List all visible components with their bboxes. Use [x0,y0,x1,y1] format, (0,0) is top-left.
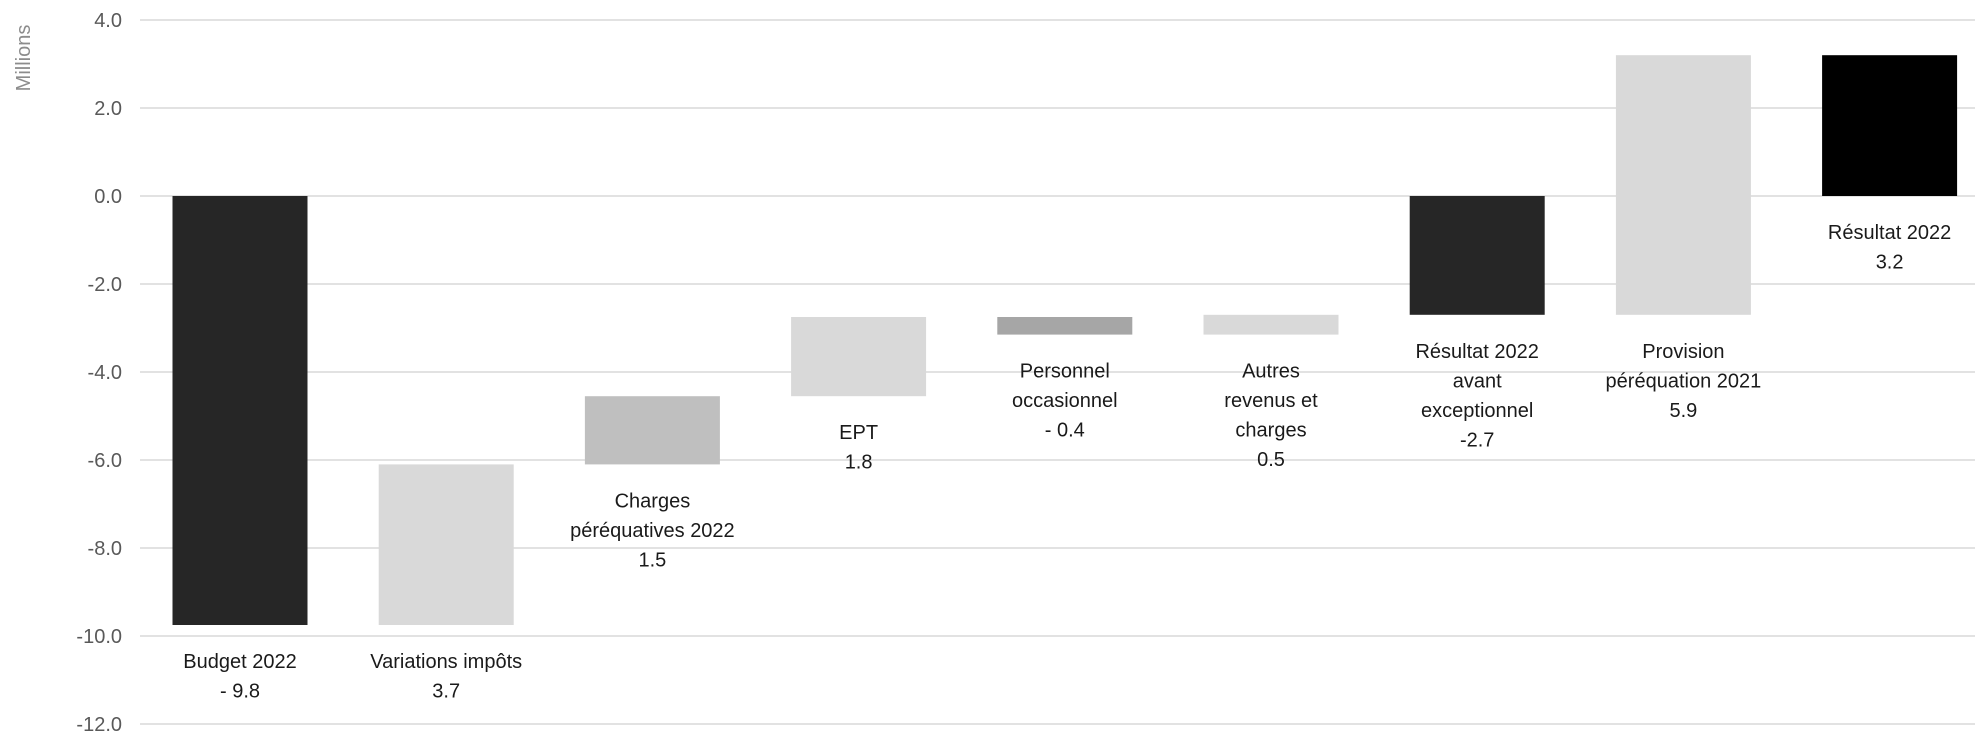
bar-label-line: revenus et [1224,390,1318,412]
bar [1203,314,1339,335]
bar-label-line: Budget 2022 [183,651,296,673]
bar-label: Budget 2022 - 9.8 [183,651,296,703]
bar-label: Autres revenus et charges 0.5 [1224,361,1318,472]
bar-label-line: exceptionnel [1421,400,1533,422]
bar-label-line: 1.8 [845,452,873,474]
y-tick-label: -2.0 [88,274,122,296]
bar-label-line: 0.5 [1257,449,1285,471]
y-tick-label: -8.0 [88,538,122,560]
bar-label-line: Résultat 2022 [1828,222,1951,244]
bar-label-line: 5.9 [1669,400,1697,422]
y-axis-ticks: 4.0 2.0 0.0 -2.0 -4.0 -6.0 -8.0 -10.0 -12.0 [76,10,122,736]
bar-label-line: - 9.8 [220,681,260,703]
bar-label-line: Autres [1242,361,1300,383]
bar [378,464,514,625]
bar-label-line: -2.7 [1460,429,1494,451]
bar [172,196,308,625]
bar-label: Variations impôts 3.7 [370,651,522,703]
y-tick-label: -4.0 [88,362,122,384]
bar-label-line: charges [1235,420,1306,442]
bar-label: Provision péréquation 2021 5.9 [1606,341,1762,422]
bar-label-line: occasionnel [1012,390,1118,412]
bar-label-line: péréquatives 2022 [570,520,735,542]
bar-label-line: 1.5 [638,549,666,571]
y-axis-title: Millions [13,25,35,92]
bar [1615,55,1751,315]
bar-label: Charges péréquatives 2022 1.5 [570,490,735,571]
bar-label-line: Variations impôts [370,651,522,673]
bar [1822,55,1958,197]
bar-label-line: avant [1453,370,1502,392]
bar-label-line: 3.2 [1876,252,1904,274]
bar [1409,196,1545,315]
bar-label-line: Provision [1642,341,1724,363]
bar-label: Personnel occasionnel - 0.4 [1012,361,1118,442]
bar [584,396,720,465]
y-tick-label: 2.0 [94,98,122,120]
y-tick-label: 0.0 [94,186,122,208]
bars [172,55,1958,625]
bar-label: EPT 1.8 [839,422,878,474]
bar-label-line: Résultat 2022 [1415,341,1538,363]
bar [997,317,1133,335]
bar-label-line: Personnel [1020,361,1110,383]
bar-label-line: - 0.4 [1045,420,1085,442]
bar-label-line: 3.7 [432,681,460,703]
bar-label-line: Charges [615,490,691,512]
bar-label-line: EPT [839,422,878,444]
y-tick-label: -10.0 [76,626,122,648]
bar-label: Résultat 2022 3.2 [1828,222,1951,274]
y-tick-label: -12.0 [76,714,122,736]
y-tick-label: 4.0 [94,10,122,32]
bar-label-line: péréquation 2021 [1606,370,1762,392]
bar-label: Résultat 2022 avant exceptionnel -2.7 [1415,341,1538,452]
y-tick-label: -6.0 [88,450,122,472]
category-labels: Budget 2022 - 9.8 Variations impôts 3.7 Char… [183,222,1951,703]
bar [791,317,927,397]
